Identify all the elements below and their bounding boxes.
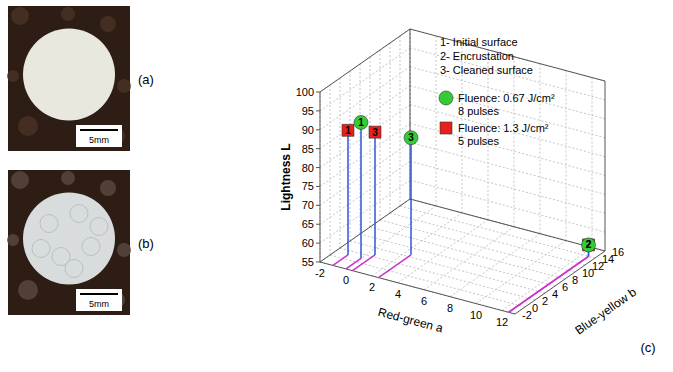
svg-text:-2: -2 [522, 309, 532, 321]
svg-text:Lightness L: Lightness L [279, 143, 293, 210]
svg-text:8 pulses: 8 pulses [458, 105, 499, 117]
svg-text:2: 2 [586, 239, 592, 250]
svg-text:60: 60 [302, 237, 314, 249]
svg-text:2: 2 [542, 295, 548, 307]
svg-text:1- Initial surface: 1- Initial surface [440, 36, 518, 48]
svg-text:12: 12 [592, 260, 605, 272]
svg-text:100: 100 [296, 86, 314, 98]
svg-text:85: 85 [302, 143, 314, 155]
svg-text:8: 8 [447, 302, 453, 314]
svg-text:Blue-yellow b: Blue-yellow b [572, 285, 639, 338]
svg-text:4: 4 [395, 288, 401, 300]
svg-text:8: 8 [572, 274, 578, 286]
svg-text:2: 2 [586, 239, 592, 250]
svg-text:65: 65 [302, 218, 314, 230]
svg-text:5mm: 5mm [89, 135, 109, 145]
svg-text:2: 2 [369, 281, 375, 293]
svg-text:5 pulses: 5 pulses [458, 135, 499, 147]
svg-text:-2: -2 [315, 267, 325, 279]
svg-text:Fluence: 0.67 J/cm²: Fluence: 0.67 J/cm² [458, 92, 555, 104]
svg-text:1: 1 [358, 117, 364, 128]
svg-text:12: 12 [496, 316, 508, 328]
svg-text:0: 0 [343, 274, 349, 286]
svg-text:3: 3 [372, 127, 378, 138]
svg-text:3- Cleaned surface: 3- Cleaned surface [440, 64, 533, 76]
svg-text:75: 75 [302, 180, 314, 192]
svg-text:5mm: 5mm [89, 299, 109, 309]
svg-text:16: 16 [612, 246, 624, 258]
svg-text:(a): (a) [138, 72, 154, 87]
svg-text:6: 6 [421, 295, 427, 307]
svg-text:14: 14 [602, 253, 615, 265]
svg-text:6: 6 [562, 281, 568, 293]
svg-text:10: 10 [470, 309, 482, 321]
svg-text:80: 80 [302, 162, 314, 174]
svg-text:3: 3 [408, 132, 414, 143]
svg-text:55: 55 [302, 256, 314, 268]
svg-text:(c): (c) [640, 340, 655, 355]
svg-text:90: 90 [302, 124, 314, 136]
svg-text:70: 70 [302, 199, 314, 211]
svg-text:Fluence: 1.3 J/cm²: Fluence: 1.3 J/cm² [458, 122, 549, 134]
svg-text:4: 4 [552, 288, 558, 300]
svg-text:95: 95 [302, 105, 314, 117]
svg-text:0: 0 [532, 302, 538, 314]
svg-text:1: 1 [345, 125, 351, 136]
svg-text:2- Encrustation: 2- Encrustation [440, 50, 514, 62]
svg-text:(b): (b) [138, 236, 154, 251]
svg-text:Red-green a: Red-green a [376, 305, 444, 336]
svg-text:10: 10 [582, 267, 595, 279]
